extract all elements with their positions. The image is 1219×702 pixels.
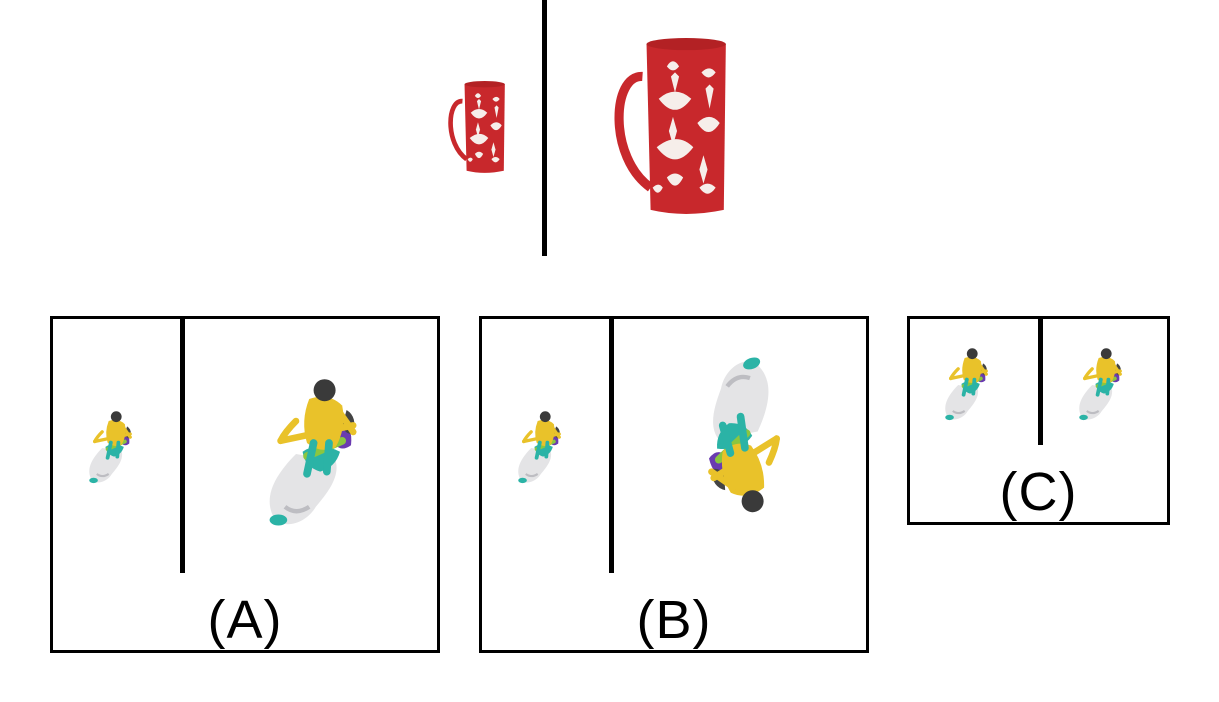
option-c-divider <box>1038 319 1043 445</box>
example-target-mug <box>614 36 736 218</box>
option-b-divider <box>609 319 614 573</box>
example-source-mug <box>448 80 510 175</box>
option-c-panel[interactable]: (C) <box>907 316 1170 525</box>
option-c-source-rider <box>942 345 996 425</box>
option-a-target-rider <box>263 374 373 534</box>
option-c-target-rider <box>1076 345 1130 425</box>
option-a-panel[interactable]: (A) <box>50 316 440 653</box>
option-c-label: (C) <box>999 462 1078 522</box>
option-b-panel[interactable]: (B) <box>479 316 869 653</box>
option-a-source-rider <box>86 407 140 489</box>
option-a-divider <box>180 319 185 573</box>
option-b-label: (B) <box>636 590 712 650</box>
option-b-target-rider <box>658 345 816 533</box>
option-b-source-rider <box>515 407 569 489</box>
option-a-label: (A) <box>207 590 283 650</box>
example-divider <box>542 0 547 256</box>
